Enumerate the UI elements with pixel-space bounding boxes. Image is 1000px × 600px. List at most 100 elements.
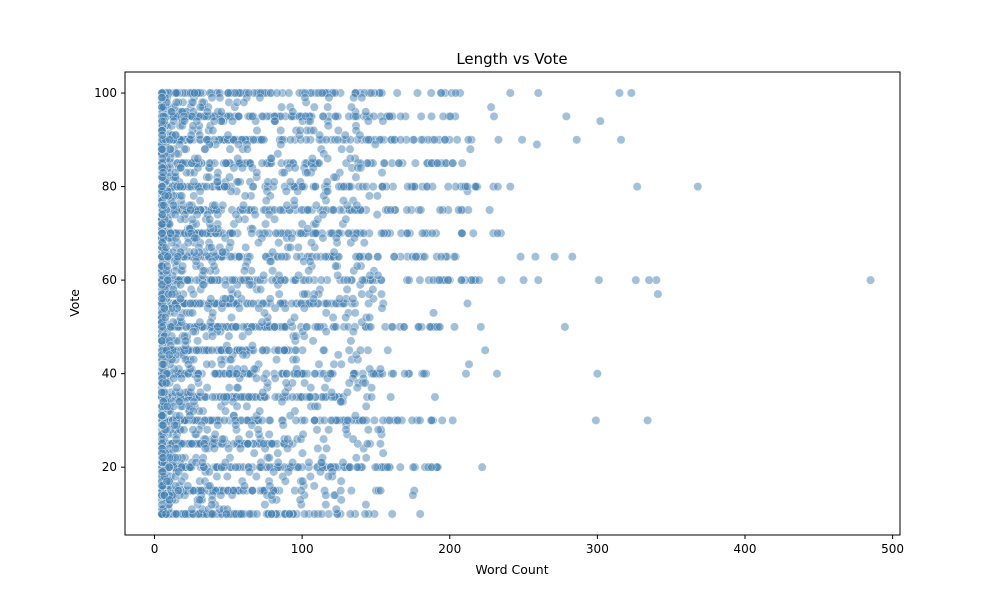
scatter-point — [234, 252, 244, 262]
scatter-point — [417, 228, 427, 238]
scatter-point — [448, 158, 458, 168]
scatter-point — [257, 317, 267, 327]
scatter-point — [279, 345, 289, 355]
scatter-point — [169, 116, 179, 126]
scatter-point — [389, 252, 399, 262]
scatter-point — [179, 425, 189, 435]
scatter-point — [270, 303, 280, 313]
scatter-point — [169, 373, 179, 383]
scatter-point — [157, 154, 167, 164]
scatter-point — [160, 191, 170, 201]
scatter-point — [346, 102, 356, 112]
scatter-point — [223, 88, 233, 98]
scatter-point — [287, 298, 297, 308]
scatter-point — [167, 289, 177, 299]
scatter-point — [173, 486, 183, 496]
scatter-point — [451, 88, 461, 98]
scatter-point — [157, 280, 167, 290]
scatter-point — [213, 420, 223, 430]
scatter-point — [195, 317, 205, 327]
scatter-point — [261, 219, 271, 229]
scatter-point — [266, 154, 276, 164]
scatter-point — [591, 415, 601, 425]
scatter-point — [419, 369, 429, 379]
scatter-point — [247, 341, 257, 351]
scatter-point — [159, 200, 169, 210]
scatter-point — [247, 486, 257, 496]
scatter-point — [293, 270, 303, 280]
scatter-point — [404, 275, 414, 285]
scatter-point — [357, 93, 367, 103]
scatter-point — [415, 509, 425, 519]
scatter-point — [422, 182, 432, 192]
scatter-point — [162, 261, 172, 271]
scatter-point — [312, 425, 322, 435]
scatter-point — [157, 500, 167, 510]
scatter-point — [188, 327, 198, 337]
scatter-point — [245, 280, 255, 290]
scatter-point — [265, 294, 275, 304]
scatter-point — [305, 471, 315, 481]
scatter-point — [190, 88, 200, 98]
scatter-point — [269, 177, 279, 187]
scatter-point — [256, 284, 266, 294]
scatter-point — [193, 163, 203, 173]
scatter-point — [243, 327, 253, 337]
scatter-point — [434, 275, 444, 285]
scatter-point — [202, 383, 212, 393]
scatter-point — [225, 355, 235, 365]
scatter-point — [239, 481, 249, 491]
scatter-point — [333, 350, 343, 360]
scatter-point — [281, 186, 291, 196]
scatter-point — [245, 509, 255, 519]
scatter-point — [258, 345, 268, 355]
scatter-point — [363, 425, 373, 435]
scatter-point — [399, 322, 409, 332]
scatter-point — [158, 168, 168, 178]
scatter-point — [486, 102, 496, 112]
scatter-point — [206, 242, 216, 252]
scatter-point — [202, 182, 212, 192]
scatter-point — [319, 434, 329, 444]
scatter-point — [269, 467, 279, 477]
scatter-point — [159, 303, 169, 313]
scatter-point — [496, 275, 506, 285]
scatter-point — [377, 182, 387, 192]
scatter-point — [187, 504, 197, 514]
scatter-point — [161, 378, 171, 388]
scatter-point — [328, 312, 338, 322]
scatter-point — [158, 467, 168, 477]
scatter-point — [277, 397, 287, 407]
scatter-point — [321, 135, 331, 145]
scatter-point — [277, 102, 287, 112]
scatter-point — [342, 275, 352, 285]
scatter-point — [157, 336, 167, 346]
scatter-point — [252, 126, 262, 136]
scatter-point — [312, 322, 322, 332]
scatter-point — [177, 191, 187, 201]
scatter-point — [239, 97, 249, 107]
y-tick-label: 60 — [102, 273, 117, 287]
scatter-point — [267, 509, 277, 519]
scatter-point — [232, 369, 242, 379]
scatter-point — [331, 261, 341, 271]
scatter-point — [323, 154, 333, 164]
scatter-point — [234, 140, 244, 150]
scatter-point — [283, 443, 293, 453]
scatter-point — [352, 200, 362, 210]
scatter-point — [361, 107, 371, 117]
scatter-point — [189, 289, 199, 299]
scatter-point — [219, 392, 229, 402]
scatter-point — [228, 486, 238, 496]
scatter-point — [363, 116, 373, 126]
scatter-point — [252, 168, 262, 178]
scatter-point — [209, 116, 219, 126]
scatter-point — [187, 439, 197, 449]
scatter-point — [295, 495, 305, 505]
scatter-point — [212, 177, 222, 187]
x-tick-label: 400 — [734, 542, 757, 556]
scatter-point — [218, 247, 228, 257]
scatter-point — [318, 345, 328, 355]
scatter-point — [157, 210, 167, 220]
